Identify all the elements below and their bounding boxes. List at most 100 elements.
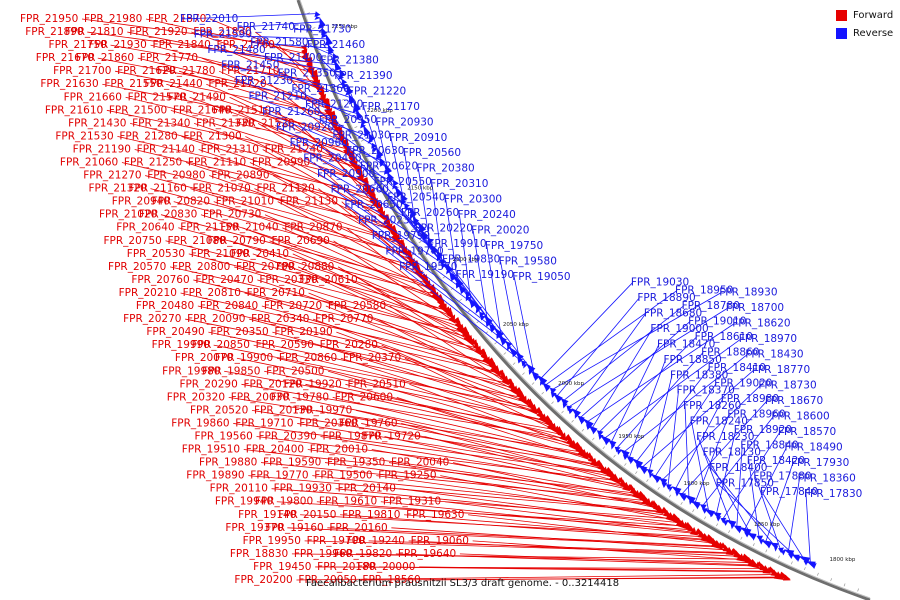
reverse-gene-feature — [681, 495, 688, 502]
forward-leader-line — [391, 527, 728, 551]
reverse-gene-FPR_20920 — [393, 179, 399, 187]
forward-leader-line — [297, 123, 369, 193]
forward-gene-label: FPR_21060 — [60, 157, 118, 169]
forward-gene-label: FPR_21840 — [153, 39, 211, 51]
reverse-gene-label: FPR_19030 — [631, 276, 689, 288]
reverse-leader-line — [591, 328, 653, 429]
reverse-gene-label: FPR_21220 — [348, 85, 406, 97]
reverse-gene-label: FPR_18980 — [721, 393, 779, 405]
reverse-gene-feature — [409, 214, 415, 220]
reverse-gene-feature — [383, 169, 390, 175]
forward-gene-feature — [782, 574, 791, 581]
forward-leader-line — [335, 488, 681, 524]
reverse-leader-line — [744, 447, 787, 530]
forward-gene-label: FPR_20810 — [183, 287, 241, 299]
reverse-gene-FPR_17880 — [778, 547, 784, 554]
forward-gene-label: FPR_19780 — [271, 391, 329, 403]
reverse-leader-line — [322, 60, 344, 82]
reverse-gene-feature — [592, 429, 598, 435]
forward-gene-label: FPR_19140 — [238, 509, 296, 521]
scale-tick-label: 1800 kbp — [829, 557, 855, 563]
forward-leader-line — [313, 162, 397, 237]
reverse-gene-label: FPR_20900 — [317, 168, 375, 180]
forward-leader-line — [245, 136, 376, 206]
forward-gene-label: FPR_21570 — [128, 91, 186, 103]
reverse-leader-line — [359, 220, 478, 307]
reverse-gene-label: FPR_21380 — [321, 54, 379, 66]
reverse-gene-label: FPR_20450 — [303, 152, 361, 164]
forward-leader-line — [278, 44, 324, 96]
backbone-tick — [531, 382, 535, 385]
forward-leader-line — [320, 436, 625, 486]
forward-leader-line — [160, 214, 428, 284]
forward-leader-line — [102, 83, 341, 132]
forward-gene-label: FPR_20280 — [320, 339, 378, 351]
reverse-gene-feature — [695, 503, 701, 510]
reverse-leader-line — [603, 338, 742, 439]
backbone-tick — [459, 298, 463, 302]
forward-leader-line — [345, 383, 575, 448]
reverse-gene-label: FPR_21170 — [362, 101, 420, 113]
scale-tick-label: 1900 kbp — [684, 481, 710, 487]
forward-leader-line — [404, 514, 713, 541]
reverse-gene-feature — [352, 107, 359, 113]
reverse-gene-label: FPR_18400 — [709, 462, 767, 474]
reverse-gene-feature — [475, 309, 481, 314]
reverse-leader-line — [347, 150, 412, 212]
reverse-gene-feature — [752, 535, 757, 541]
reverse-gene-feature — [396, 192, 403, 198]
forward-leader-line — [376, 318, 522, 394]
reverse-gene-label: FPR_21360 — [291, 83, 349, 95]
reverse-gene-label: FPR_20020 — [471, 225, 529, 237]
reverse-gene-label: FPR_18670 — [765, 395, 823, 407]
reverse-gene-label: FPR_20560 — [403, 147, 461, 159]
reverse-gene-label: FPR_18920 — [734, 424, 792, 436]
reverse-leader-line — [264, 111, 382, 161]
backbone-tick — [857, 588, 859, 592]
reverse-gene-feature — [689, 499, 694, 505]
forward-gene-label: FPR_20720 — [264, 300, 322, 312]
reverse-gene-label: FPR_17830 — [804, 488, 862, 500]
forward-gene-label: FPR_20610 — [299, 274, 357, 286]
backbone-tick — [381, 178, 385, 181]
reverse-gene-feature — [404, 207, 411, 212]
forward-gene-label: FPR_19630 — [406, 509, 464, 521]
reverse-gene-label: FPR_20550 — [374, 176, 432, 188]
reverse-gene-FPR_19050 — [531, 371, 539, 379]
forward-gene-label: FPR_19820 — [334, 548, 392, 560]
reverse-gene-label: FPR_18850 — [663, 354, 721, 366]
reverse-gene-FPR_20960 — [404, 202, 410, 209]
reverse-gene-FPR_18370 — [665, 484, 672, 490]
forward-leader-line — [287, 527, 719, 548]
reverse-leader-line — [648, 375, 673, 471]
forward-gene-label: FPR_19760 — [339, 417, 397, 429]
reverse-leader-line — [691, 421, 710, 512]
reverse-gene-FPR_18400 — [770, 542, 779, 550]
forward-leader-line — [229, 240, 451, 313]
forward-leader-line — [197, 305, 498, 374]
reverse-leader-line — [717, 483, 796, 557]
forward-gene-label: FPR_21810 — [65, 26, 123, 38]
forward-gene-label: FPR_20990 — [252, 157, 310, 169]
reverse-gene-label: FPR_21350 — [278, 68, 336, 80]
forward-gene-label: FPR_19720 — [363, 430, 421, 442]
reverse-gene-label: FPR_20380 — [416, 163, 474, 175]
forward-gene-label: FPR_20320 — [167, 391, 225, 403]
reverse-gene-feature — [765, 542, 772, 549]
reverse-gene-label: FPR_18230 — [696, 431, 754, 443]
reverse-gene-FPR_18470 — [608, 439, 617, 448]
reverse-leader-line — [765, 462, 794, 543]
reverse-leader-line — [654, 383, 717, 477]
forward-gene-label: FPR_20480 — [136, 300, 194, 312]
forward-gene-label: FPR_21280 — [119, 130, 177, 142]
forward-gene-label: FPR_21120 — [256, 183, 314, 195]
forward-gene-label: FPR_20130 — [254, 404, 312, 416]
reverse-gene-label: FPR_18730 — [758, 380, 816, 392]
reverse-leader-line — [431, 184, 443, 262]
reverse-gene-label: FPR_20230 — [358, 214, 416, 226]
forward-leader-line — [261, 305, 503, 375]
reverse-leader-line — [761, 491, 804, 559]
forward-gene-label: FPR_19640 — [398, 548, 456, 560]
reverse-leader-line — [429, 243, 498, 332]
forward-leader-line — [326, 149, 389, 220]
